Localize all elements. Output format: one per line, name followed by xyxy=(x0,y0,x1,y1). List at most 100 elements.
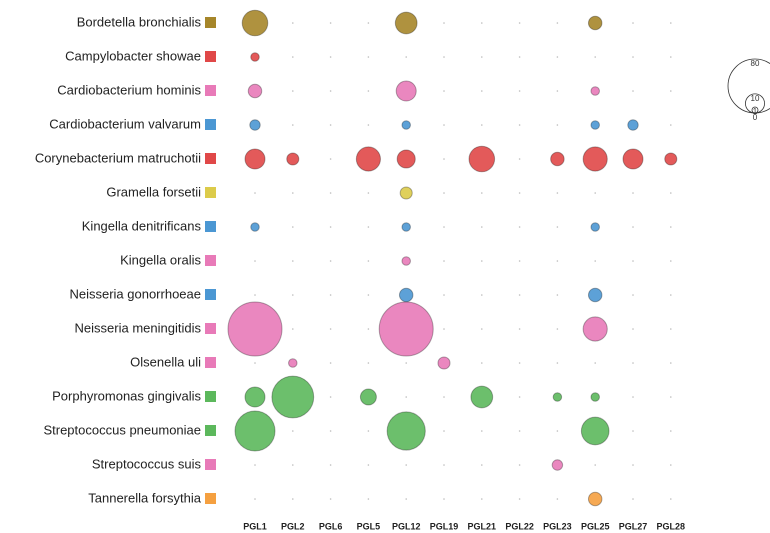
empty-dot xyxy=(518,328,521,330)
empty-dot xyxy=(329,260,332,262)
empty-dot xyxy=(329,362,332,364)
empty-dot xyxy=(443,464,445,466)
empty-dot xyxy=(329,158,332,160)
bubble xyxy=(247,83,263,99)
empty-dot xyxy=(254,498,256,500)
row-label: Campylobacter showae xyxy=(65,48,201,63)
empty-dot xyxy=(518,396,521,398)
empty-dot xyxy=(292,192,294,194)
empty-dot xyxy=(518,158,521,160)
bubble xyxy=(590,392,600,402)
bubble xyxy=(396,149,416,169)
bubble xyxy=(401,120,411,130)
empty-dot xyxy=(556,226,559,228)
empty-dot xyxy=(292,22,294,24)
empty-dot xyxy=(443,294,445,296)
empty-dot xyxy=(443,328,445,330)
empty-dot xyxy=(367,464,370,466)
empty-dot xyxy=(518,56,521,58)
empty-dot xyxy=(254,362,256,364)
bubble xyxy=(249,119,261,131)
empty-dot xyxy=(405,464,408,466)
empty-dot xyxy=(670,362,672,364)
empty-dot xyxy=(670,294,672,296)
empty-dot xyxy=(329,56,332,58)
row-color-key xyxy=(205,391,216,402)
bubble xyxy=(587,287,603,303)
column-label: PGL28 xyxy=(657,521,686,531)
bubble xyxy=(244,148,266,170)
empty-dot xyxy=(481,22,483,24)
empty-dot xyxy=(292,294,294,296)
column-label: PGL2 xyxy=(281,521,305,531)
column-label: PGL19 xyxy=(430,521,459,531)
column-label: PGL12 xyxy=(392,521,421,531)
row-label: Olsenella uli xyxy=(130,354,201,369)
empty-dot xyxy=(292,90,294,92)
row-color-key xyxy=(205,85,216,96)
bubble xyxy=(399,186,413,200)
empty-dot xyxy=(594,56,596,58)
empty-dot xyxy=(292,328,294,330)
empty-dot xyxy=(632,498,634,500)
empty-dot xyxy=(632,362,634,364)
row-label: Tannerella forsythia xyxy=(88,490,201,505)
column-label: PGL1 xyxy=(243,521,267,531)
bubble xyxy=(552,392,563,402)
bubble xyxy=(395,80,417,102)
empty-dot xyxy=(594,192,596,194)
bubble xyxy=(470,385,494,409)
empty-dot xyxy=(405,56,408,58)
empty-dot xyxy=(518,124,521,126)
empty-dot xyxy=(443,90,445,92)
bubble xyxy=(582,146,608,172)
empty-dot xyxy=(518,90,521,92)
empty-dot xyxy=(594,362,596,364)
empty-dot xyxy=(329,498,332,500)
row-label: Neisseria meningitidis xyxy=(75,320,202,335)
bubble xyxy=(378,301,434,357)
empty-dot xyxy=(594,464,596,466)
empty-dot xyxy=(556,294,559,296)
bubble xyxy=(286,152,300,166)
empty-dot xyxy=(367,56,370,58)
empty-dot xyxy=(481,498,483,500)
empty-dot xyxy=(481,56,483,58)
empty-dot xyxy=(481,430,483,432)
bubble xyxy=(627,119,639,131)
row-label: Corynebacterium matruchotii xyxy=(35,150,201,165)
empty-dot xyxy=(481,90,483,92)
empty-dot xyxy=(670,90,672,92)
row-color-key xyxy=(205,493,216,504)
empty-dot xyxy=(367,192,370,194)
empty-dot xyxy=(254,192,256,194)
column-label: PGL6 xyxy=(319,521,343,531)
column-label: PGL22 xyxy=(505,521,534,531)
empty-dot xyxy=(443,192,445,194)
bubble xyxy=(587,491,603,507)
empty-dot xyxy=(670,226,672,228)
row-color-key xyxy=(205,255,216,266)
empty-dot xyxy=(405,396,408,398)
row-color-key xyxy=(205,51,216,62)
row-color-key xyxy=(205,17,216,28)
empty-dot xyxy=(443,226,445,228)
empty-dot xyxy=(518,294,521,296)
bubble xyxy=(288,358,298,368)
column-label: PGL5 xyxy=(357,521,381,531)
empty-dot xyxy=(670,56,672,58)
bubble xyxy=(386,411,426,451)
empty-dot xyxy=(670,396,672,398)
empty-dot xyxy=(556,22,559,24)
empty-dot xyxy=(329,192,332,194)
empty-dot xyxy=(556,124,559,126)
row-label: Porphyromonas gingivalis xyxy=(52,388,201,403)
empty-dot xyxy=(443,124,445,126)
bubble xyxy=(234,410,276,452)
size-legend-label: 0 xyxy=(753,113,758,122)
empty-dot xyxy=(367,124,370,126)
empty-dot xyxy=(329,464,332,466)
empty-dot xyxy=(367,430,370,432)
row-label: Streptococcus suis xyxy=(92,456,202,471)
empty-dot xyxy=(556,362,559,364)
